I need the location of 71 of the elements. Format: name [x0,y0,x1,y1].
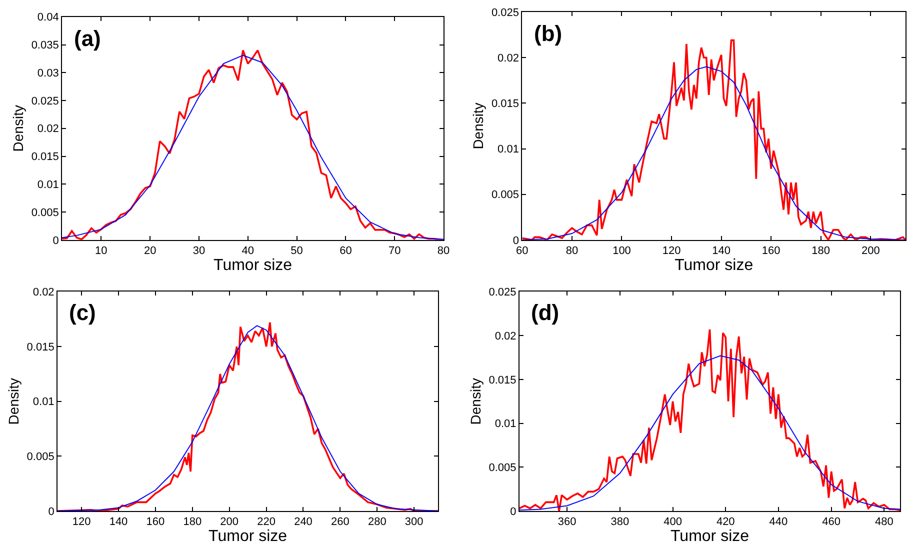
y-tick-label: 0.025 [488,286,516,299]
x-tick-label: 160 [146,516,165,528]
x-tick-label: 360 [558,516,576,528]
y-tick-label: 0.02 [498,52,519,64]
x-tick-label: 400 [664,516,682,528]
x-tick-label: 300 [404,516,424,528]
y-tick-label: 0.015 [491,98,519,110]
y-tick-label: 0.005 [488,462,516,474]
x-tick-label: 40 [242,245,254,258]
annotation: (a) [74,26,101,51]
x-tick-label: 70 [388,245,401,258]
x-tick-label: 380 [610,516,630,528]
x-tick-label: 180 [812,245,830,258]
y-tick-label: 0.035 [31,40,59,52]
y-tick-label: 0.015 [31,151,59,164]
x-tick-label: 60 [516,245,528,258]
y-tick-label: 0.005 [31,206,59,219]
y-tick-label: 0.025 [31,95,59,108]
y-tick-label: 0.03 [37,67,59,80]
x-tick-label: 30 [192,245,206,258]
x-tick-label: 220 [257,516,276,528]
x-tick-label: 240 [294,516,312,528]
x-axis-title: Tumor size [208,528,288,546]
x-tick-label: 20 [144,245,156,258]
y-tick-label: 0.015 [488,374,516,386]
y-tick-label: 0.005 [26,451,54,464]
y-tick-label: 0.025 [491,6,519,19]
y-tick-label: 0 [52,234,59,247]
y-tick-label: 0.02 [32,286,54,299]
x-tick-label: 60 [340,245,352,258]
x-axis-title: Tumor size [214,257,292,274]
x-tick-label: 80 [566,245,578,258]
y-tick-label: 0.01 [494,418,516,430]
x-tick-label: 120 [72,516,91,528]
y-tick-label: 0 [48,506,54,518]
y-tick-label: 0.02 [37,123,59,136]
x-tick-label: 140 [712,245,730,258]
x-tick-label: 260 [331,516,350,528]
x-tick-label: 480 [875,516,894,528]
x-tick-label: 120 [662,245,681,258]
y-tick-label: 0 [512,234,519,247]
annotation: (b) [534,21,562,46]
x-tick-label: 10 [95,245,108,258]
x-tick-label: 50 [290,245,303,258]
y-axis-title: Density [467,378,484,425]
x-tick-label: 180 [183,516,202,528]
y-tick-label: 0.015 [26,341,54,354]
y-tick-label: 0.01 [32,396,54,408]
y-axis-title: Density [10,105,26,152]
x-tick-label: 420 [716,516,735,528]
x-tick-label: 440 [769,516,788,528]
y-tick-label: 0.01 [37,179,59,191]
x-axis-title: Tumor size [674,257,754,274]
x-tick-label: 140 [109,516,128,528]
y-tick-label: 0.02 [494,330,516,342]
x-tick-label: 200 [861,245,880,258]
y-axis-title: Density [470,102,486,150]
y-tick-label: 0.01 [498,144,519,156]
y-tick-label: 0 [510,506,516,518]
x-tick-label: 200 [220,516,239,528]
y-axis-title: Density [5,378,22,425]
x-tick-label: 460 [822,516,841,528]
x-axis-title: Tumor size [670,528,750,546]
x-tick-label: 100 [612,245,631,258]
y-tick-label: 0.005 [491,189,519,202]
x-tick-label: 80 [437,245,450,258]
y-tick-label: 0.04 [37,12,59,24]
annotation: (d) [531,300,560,325]
x-tick-label: 280 [368,516,386,528]
x-tick-label: 160 [762,245,780,258]
annotation: (c) [69,300,96,325]
